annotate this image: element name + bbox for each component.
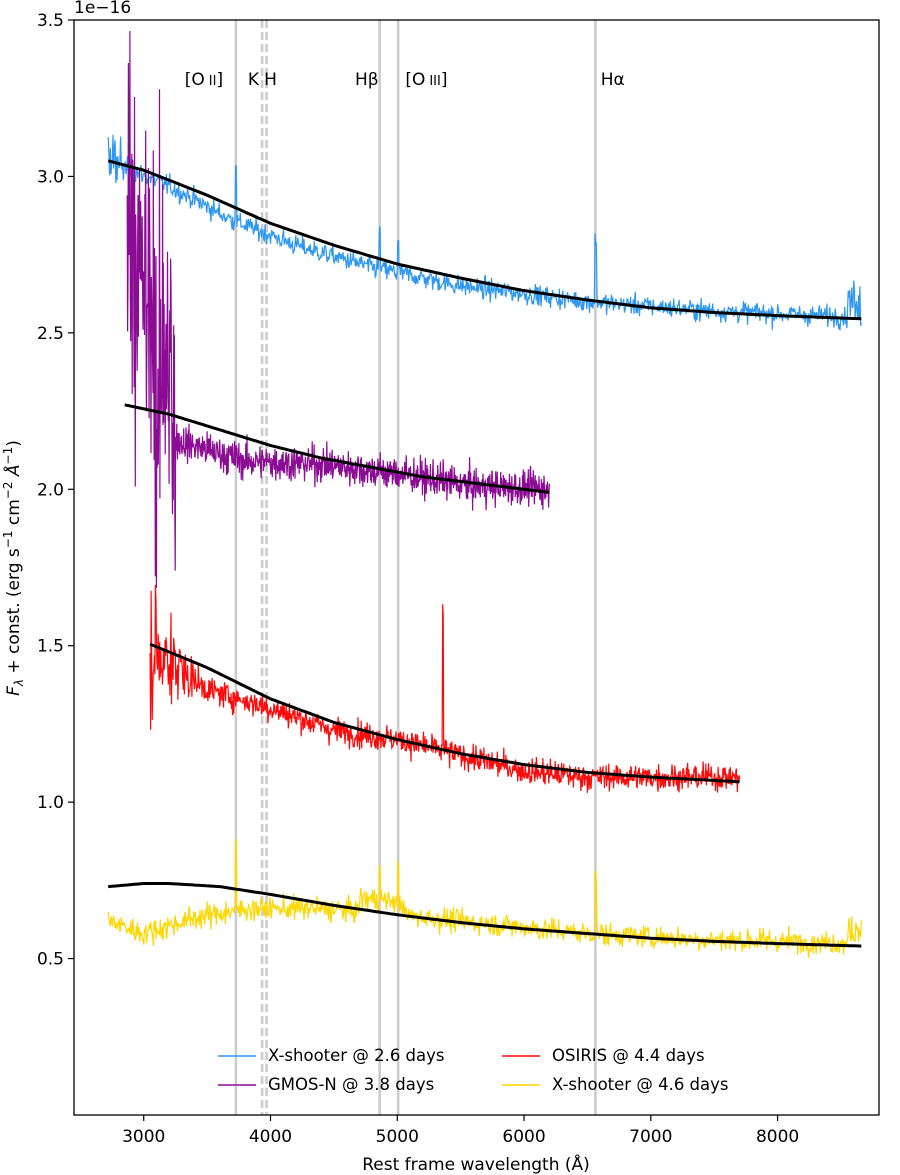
fit-curve-2 xyxy=(149,642,740,784)
y-tick-label-0: 0.5 xyxy=(37,950,64,970)
y-axis-title: Fλ + const. (erg s−1 cm−2 Å−1) xyxy=(1,440,26,696)
y-tick-label-4: 2.5 xyxy=(37,324,64,344)
line-marker-label-0: [O II] xyxy=(185,70,223,90)
continuum-fits xyxy=(107,159,862,948)
x-tick-label-2: 5000 xyxy=(376,1127,419,1147)
spectra-series xyxy=(107,30,862,958)
x-tick-label-0: 3000 xyxy=(122,1127,165,1147)
x-axis-title: Rest frame wavelength (Å) xyxy=(362,1153,590,1175)
line-marker-label-5: Hα xyxy=(601,70,625,90)
spectrum-2 xyxy=(149,584,741,793)
x-axis-ticks: 3000 4000 5000 6000 7000 8000 xyxy=(122,1115,799,1147)
line-marker-label-1: K xyxy=(248,70,260,90)
x-tick-label-5: 8000 xyxy=(756,1127,799,1147)
plot-frame xyxy=(73,19,880,1116)
y-tick-label-3: 2.0 xyxy=(37,480,64,500)
y-tick-label-5: 3.0 xyxy=(37,167,64,187)
y-tick-label-6: 3.5 xyxy=(37,11,64,31)
legend-label-1: GMOS-N @ 3.8 days xyxy=(268,1075,434,1094)
line-marker-label-3: Hβ xyxy=(355,70,379,90)
spectrum-1 xyxy=(126,30,550,588)
spectrum-3 xyxy=(107,838,862,958)
x-tick-label-3: 6000 xyxy=(502,1127,545,1147)
legend-label-2: OSIRIS @ 4.4 days xyxy=(552,1046,705,1065)
line-marker-label-2: H xyxy=(264,70,277,90)
spectrum-0 xyxy=(107,134,862,331)
line-marker-label-4: [O III] xyxy=(405,70,447,90)
legend-label-0: X-shooter @ 2.6 days xyxy=(268,1046,445,1065)
line-markers xyxy=(234,20,597,1115)
y-axis-ticks: 0.5 1.0 1.5 2.0 2.5 3.0 3.5 xyxy=(37,11,74,970)
y-tick-label-1: 1.0 xyxy=(37,793,64,813)
x-tick-label-1: 4000 xyxy=(249,1127,292,1147)
fit-curve-0 xyxy=(107,159,862,321)
legend-label-3: X-shooter @ 4.6 days xyxy=(552,1075,729,1094)
fit-curve-3 xyxy=(108,882,862,948)
y-tick-label-2: 1.5 xyxy=(37,637,64,657)
legend: X-shooter @ 2.6 days OSIRIS @ 4.4 days GMO… xyxy=(218,1046,729,1094)
fit-curve-1 xyxy=(124,403,550,494)
y-offset-label: 1e−16 xyxy=(74,0,131,18)
line-marker-labels: [O II] K H Hβ [O III] Hα xyxy=(185,70,625,90)
x-tick-label-4: 7000 xyxy=(629,1127,672,1147)
